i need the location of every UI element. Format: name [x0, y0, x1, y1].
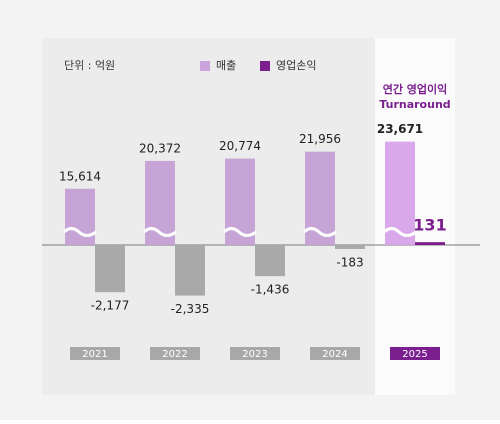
- value-label: -2,335: [171, 302, 210, 316]
- bar: [65, 188, 95, 245]
- axis-break: [62, 227, 97, 237]
- legend-label: 매출: [216, 59, 236, 72]
- x-tick-label: 2022: [162, 349, 187, 360]
- value-label: 20,372: [139, 141, 181, 155]
- legend-label: 영업손익: [276, 59, 316, 72]
- bar: [415, 242, 445, 245]
- value-label: 20,774: [219, 139, 261, 153]
- category-box: [390, 347, 440, 360]
- x-tick-label: 2023: [242, 349, 267, 360]
- annotation: Turnaround: [379, 98, 450, 111]
- value-label: -2,177: [91, 299, 130, 313]
- axis-break: [382, 227, 417, 237]
- axis-break: [142, 227, 177, 237]
- category-box: [310, 347, 360, 360]
- category-box: [70, 347, 120, 360]
- bar: [175, 245, 205, 296]
- legend-swatch: [200, 61, 210, 71]
- unit-note: 단위 : 억원: [64, 59, 115, 72]
- axis-break: [222, 227, 257, 237]
- axis-break: [302, 227, 337, 237]
- bar: [95, 245, 125, 293]
- value-label: 15,614: [59, 169, 101, 183]
- value-label: -1,436: [251, 283, 290, 297]
- value-label: 131: [413, 216, 446, 235]
- value-label: -183: [336, 255, 363, 269]
- legend-swatch: [260, 61, 270, 71]
- x-tick-label: 2024: [322, 349, 347, 360]
- category-box: [230, 347, 280, 360]
- bar: [225, 158, 255, 245]
- x-tick-label: 2025: [402, 349, 427, 360]
- category-box: [150, 347, 200, 360]
- value-label: 21,956: [299, 132, 341, 146]
- bar: [255, 245, 285, 277]
- bar: [335, 245, 365, 249]
- x-tick-label: 2021: [82, 349, 107, 360]
- value-label: 23,671: [377, 122, 423, 136]
- annotation: 연간 영업이익: [383, 82, 448, 96]
